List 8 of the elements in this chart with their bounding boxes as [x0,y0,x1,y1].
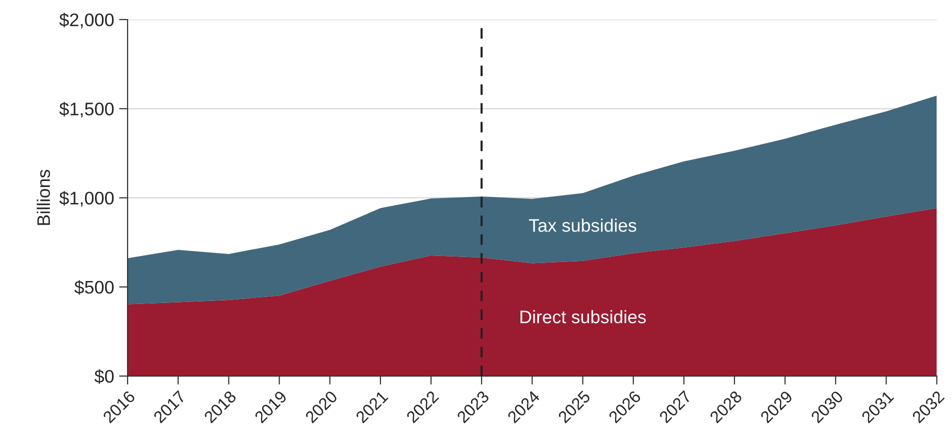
y-tick-label: $1,500 [59,102,114,118]
y-tick-label: $2,000 [59,12,114,28]
y-tick-label: $1,000 [59,190,114,207]
y-tick-label: $500 [74,280,114,295]
y-tick-label: $0 [94,369,114,384]
series-label: Direct subsidies [520,310,646,324]
series-label: Tax subsidies [528,218,636,232]
y-axis-title: Billions [36,170,50,225]
